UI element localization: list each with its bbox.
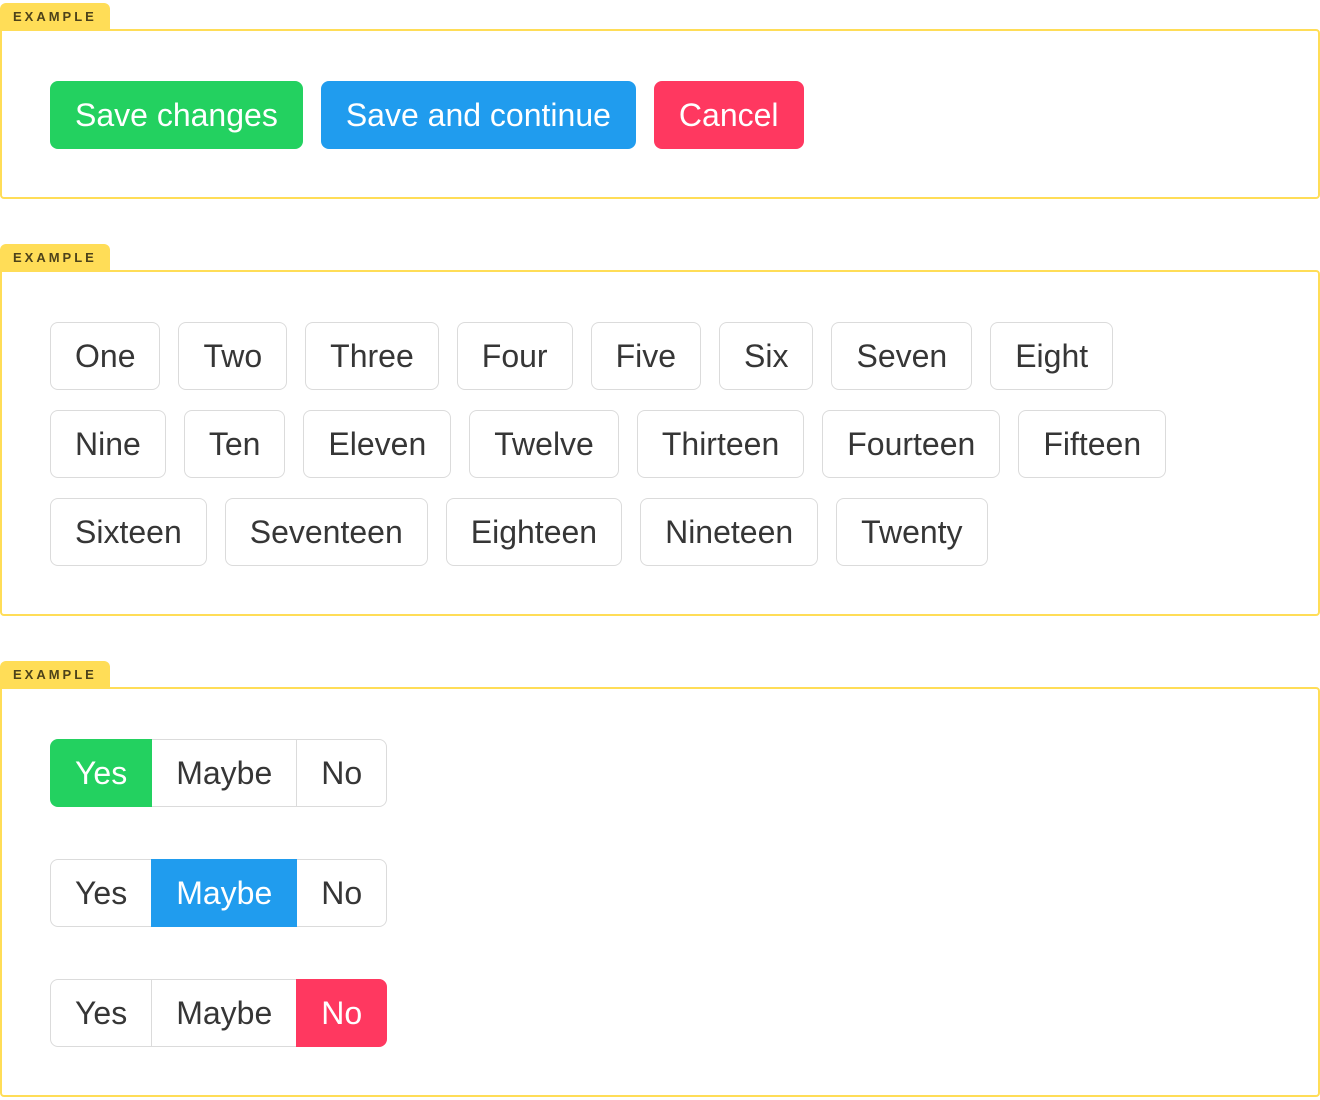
- example-section-button-list: EXAMPLE One Two Three Four Five Six Seve…: [0, 244, 1320, 616]
- button-nineteen[interactable]: Nineteen: [640, 498, 819, 566]
- buttons-row-2: Nine Ten Eleven Twelve Thirteen Fourteen…: [50, 410, 1270, 478]
- yes-button[interactable]: Yes: [50, 859, 153, 927]
- example-box: One Two Three Four Five Six Seven Eight …: [0, 270, 1320, 616]
- example-box: Save changes Save and continue Cancel: [0, 29, 1320, 199]
- buttons-row-3: Sixteen Seventeen Eighteen Nineteen Twen…: [50, 498, 1270, 566]
- button-one[interactable]: One: [50, 322, 161, 390]
- maybe-button[interactable]: Maybe: [151, 859, 298, 927]
- no-button[interactable]: No: [296, 739, 388, 807]
- button-seventeen[interactable]: Seventeen: [224, 498, 428, 566]
- yes-button[interactable]: Yes: [50, 979, 153, 1047]
- button-sixteen[interactable]: Sixteen: [50, 498, 207, 566]
- button-thirteen[interactable]: Thirteen: [636, 410, 805, 478]
- no-button[interactable]: No: [296, 859, 388, 927]
- button-four[interactable]: Four: [456, 322, 573, 390]
- button-group-no-selected: Yes Maybe No: [50, 979, 1270, 1047]
- buttons-row-1: One Two Three Four Five Six Seven Eight: [50, 322, 1270, 390]
- yes-button[interactable]: Yes: [50, 739, 153, 807]
- maybe-button[interactable]: Maybe: [151, 979, 298, 1047]
- button-nine[interactable]: Nine: [50, 410, 166, 478]
- no-button[interactable]: No: [296, 979, 388, 1047]
- button-eighteen[interactable]: Eighteen: [445, 498, 623, 566]
- button-twelve[interactable]: Twelve: [469, 410, 619, 478]
- save-changes-button[interactable]: Save changes: [50, 81, 303, 149]
- example-section-actions: EXAMPLE Save changes Save and continue C…: [0, 3, 1320, 199]
- button-fifteen[interactable]: Fifteen: [1018, 410, 1167, 478]
- button-group-maybe-selected: Yes Maybe No: [50, 859, 1270, 927]
- button-three[interactable]: Three: [305, 322, 439, 390]
- button-group-yes-selected: Yes Maybe No: [50, 739, 1270, 807]
- example-tag: EXAMPLE: [0, 3, 110, 29]
- button-eight[interactable]: Eight: [990, 322, 1114, 390]
- button-six[interactable]: Six: [719, 322, 814, 390]
- button-eleven[interactable]: Eleven: [303, 410, 452, 478]
- buttons-row: Save changes Save and continue Cancel: [50, 81, 1270, 149]
- example-tag: EXAMPLE: [0, 661, 110, 687]
- button-two[interactable]: Two: [178, 322, 288, 390]
- save-and-continue-button[interactable]: Save and continue: [320, 81, 636, 149]
- maybe-button[interactable]: Maybe: [151, 739, 298, 807]
- button-ten[interactable]: Ten: [183, 410, 286, 478]
- button-fourteen[interactable]: Fourteen: [822, 410, 1001, 478]
- button-seven[interactable]: Seven: [831, 322, 973, 390]
- example-box: Yes Maybe No Yes Maybe No Yes Maybe No: [0, 687, 1320, 1097]
- button-five[interactable]: Five: [590, 322, 702, 390]
- example-section-addon-groups: EXAMPLE Yes Maybe No Yes Maybe No Yes Ma…: [0, 661, 1320, 1097]
- cancel-button[interactable]: Cancel: [653, 81, 804, 149]
- example-tag: EXAMPLE: [0, 244, 110, 270]
- button-twenty[interactable]: Twenty: [836, 498, 988, 566]
